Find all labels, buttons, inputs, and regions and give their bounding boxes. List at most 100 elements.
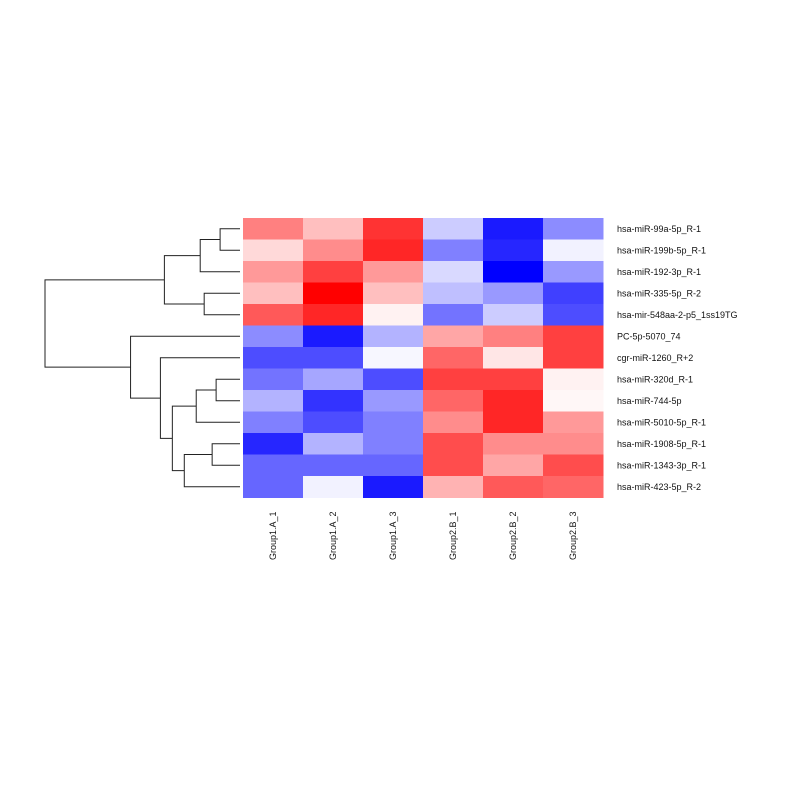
heatmap-cell xyxy=(243,454,304,477)
heatmap-cell xyxy=(543,218,604,240)
heatmap-cell xyxy=(483,218,544,240)
heatmap-cell xyxy=(243,390,304,412)
row-label: hsa-mir-548aa-2-p5_1ss19TG xyxy=(617,310,738,320)
heatmap-cell xyxy=(363,239,424,262)
dendrogram-branch xyxy=(171,405,197,472)
heatmap-cell xyxy=(543,411,604,434)
heatmap-cell xyxy=(303,368,364,391)
heatmap-cell xyxy=(543,433,604,455)
heatmap-cell xyxy=(543,325,604,348)
heatmap-cell xyxy=(303,218,364,240)
heatmap-cell xyxy=(483,261,544,283)
column-label: Group1.A_3 xyxy=(388,512,398,561)
heatmap-cell xyxy=(243,476,304,498)
heatmap-cell xyxy=(543,304,604,326)
heatmap-cell xyxy=(483,411,544,434)
heatmap-cell xyxy=(303,411,364,434)
heatmap-cell xyxy=(363,433,424,455)
heatmap-cell xyxy=(363,411,424,434)
column-label: Group2.B_3 xyxy=(568,512,578,561)
row-label: hsa-miR-320d_R-1 xyxy=(617,374,693,384)
column-label: Group1.A_1 xyxy=(268,512,278,561)
heatmap-cell xyxy=(483,239,544,262)
heatmap-cell xyxy=(363,218,424,240)
heatmap-cell xyxy=(543,368,604,391)
row-labels: hsa-miR-99a-5p_R-1 hsa-miR-199b-5p_R-1hsa… xyxy=(617,224,738,492)
heatmap-cell xyxy=(243,304,304,326)
heatmap-cell xyxy=(483,282,544,305)
dendrogram-branch xyxy=(203,292,240,316)
heatmap-cell xyxy=(423,411,484,434)
heatmap-cell xyxy=(483,433,544,455)
heatmap-cell xyxy=(483,304,544,326)
heatmap-cell xyxy=(423,476,484,498)
heatmap-cell xyxy=(243,218,304,240)
heatmap-cell xyxy=(303,282,364,305)
heatmap-cell xyxy=(543,347,604,369)
heatmap-cell xyxy=(483,476,544,498)
dendrogram-branch xyxy=(195,389,240,423)
heatmap-cell xyxy=(363,476,424,498)
heatmap-cell xyxy=(303,304,364,326)
heatmap-cell xyxy=(543,390,604,412)
dendrogram-branch xyxy=(130,335,240,399)
heatmap-cell xyxy=(363,347,424,369)
heatmap-cell xyxy=(303,325,364,348)
heatmap-cell xyxy=(243,347,304,369)
heatmap-cell xyxy=(363,325,424,348)
heatmap-cell xyxy=(363,390,424,412)
column-label: Group2.B_2 xyxy=(508,512,518,561)
heatmap-cell xyxy=(363,368,424,391)
heatmap-cell xyxy=(423,304,484,326)
row-dendrogram xyxy=(44,228,240,488)
heatmap-cell xyxy=(243,239,304,262)
row-label: cgr-miR-1260_R+2 xyxy=(617,353,693,363)
heatmap-cell xyxy=(303,239,364,262)
heatmap-cell xyxy=(423,347,484,369)
heatmap-cell xyxy=(303,261,364,283)
heatmap-cell xyxy=(243,282,304,305)
heatmap-cell xyxy=(243,261,304,283)
dendrogram-branch xyxy=(183,454,240,488)
heatmap-cell xyxy=(543,454,604,477)
dendrogram-branch xyxy=(215,378,240,402)
heatmap-cell xyxy=(483,454,544,477)
heatmap-cell xyxy=(423,454,484,477)
dendrogram-branch xyxy=(211,443,240,466)
dendrogram-branch xyxy=(219,228,240,251)
heatmap-cell xyxy=(423,325,484,348)
row-label: hsa-miR-1908-5p_R-1 xyxy=(617,439,706,449)
heatmap-cell xyxy=(543,476,604,498)
heatmap-cell xyxy=(243,325,304,348)
heatmap-cell xyxy=(543,261,604,283)
row-label: hsa-miR-199b-5p_R-1 xyxy=(617,245,706,255)
heatmap-cell xyxy=(243,411,304,434)
heatmap-cell xyxy=(423,218,484,240)
heatmap-cell xyxy=(483,390,544,412)
heatmap-cell xyxy=(303,454,364,477)
row-label: hsa-miR-1343-3p_R-1 xyxy=(617,460,706,470)
heatmap-cell xyxy=(303,476,364,498)
heatmap-cell xyxy=(543,239,604,262)
heatmap-cell xyxy=(543,282,604,305)
heatmap-cell xyxy=(363,261,424,283)
heatmap-cell xyxy=(423,390,484,412)
heatmap-cell xyxy=(303,347,364,369)
heatmap-cells xyxy=(243,218,604,498)
heatmap-cell xyxy=(243,433,304,455)
heatmap-cell xyxy=(363,282,424,305)
heatmap-cell xyxy=(423,368,484,391)
heatmap-cell xyxy=(423,261,484,283)
heatmap-cell xyxy=(423,433,484,455)
heatmap-cell xyxy=(483,368,544,391)
row-label: hsa-miR-5010-5p_R-1 xyxy=(617,417,706,427)
heatmap-cell xyxy=(363,454,424,477)
row-label: hsa-miR-335-5p_R-2 xyxy=(617,288,701,298)
heatmap-cell xyxy=(423,282,484,305)
column-labels: Group1.A_1 Group1.A_2 Group1.A_3 Group2.B_1… xyxy=(268,512,578,561)
row-label: hsa-miR-423-5p_R-2 xyxy=(617,482,701,492)
heatmap-cell xyxy=(483,325,544,348)
heatmap-cell xyxy=(303,390,364,412)
column-label: Group1.A_2 xyxy=(328,512,338,561)
dendrogram-branch xyxy=(163,255,205,305)
